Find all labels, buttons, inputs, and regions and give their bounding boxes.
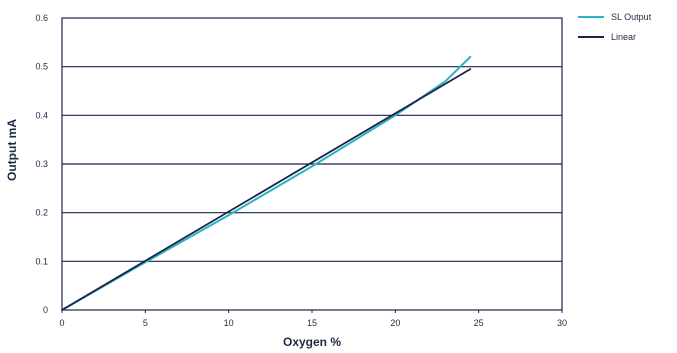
x-tick-label: 10 [224,318,234,328]
x-axis-title: Oxygen % [283,335,341,349]
series-line-sl-output [61,55,472,311]
y-tick-label: 0 [43,305,48,315]
x-tick-label: 20 [390,318,400,328]
legend-label: SL Output [611,12,652,22]
x-tick-label: 5 [143,318,148,328]
y-tick-label: 0.3 [35,159,48,169]
x-tick-label: 30 [557,318,567,328]
legend: SL Output Linear [578,12,652,42]
x-axis-ticks: 0 5 10 15 20 25 30 [59,310,567,328]
legend-label: Linear [611,32,636,42]
x-tick-label: 0 [59,318,64,328]
plot-area [61,17,563,311]
y-tick-label: 0.1 [35,256,48,266]
x-tick-label: 15 [307,318,317,328]
y-tick-label: 0.5 [35,62,48,72]
y-axis-title: Output mA [5,119,19,181]
series-lines [61,55,472,311]
series-line-linear [61,68,472,311]
gridlines [62,66,562,262]
y-axis-ticks: 0 0.1 0.2 0.3 0.4 0.5 0.6 [35,13,48,315]
y-tick-label: 0.2 [35,208,48,218]
y-tick-label: 0.6 [35,13,48,23]
x-tick-label: 25 [474,318,484,328]
y-tick-label: 0.4 [35,110,48,120]
